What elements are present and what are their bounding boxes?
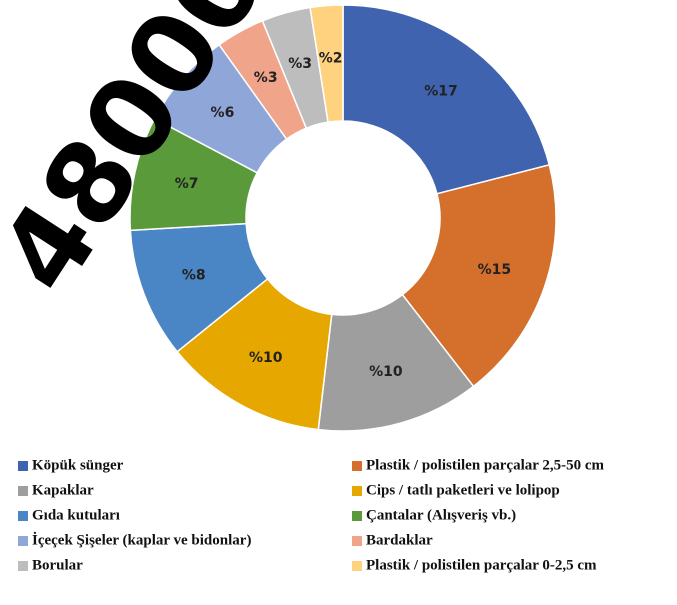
legend-label: Plastik / polistilen parçalar 0-2,5 cm [366, 557, 597, 573]
legend-label: Borular [32, 557, 83, 573]
legend-label: Köpük sünger [32, 457, 124, 473]
value-label: %10 [249, 350, 283, 366]
legend-swatch [18, 461, 28, 471]
value-label: %2 [319, 50, 343, 66]
legend-swatch [352, 461, 362, 471]
legend-label: Bardaklar [366, 532, 433, 548]
legend-label: Gıda kutuları [32, 507, 120, 523]
donut [129, 4, 557, 432]
legend-swatch [18, 536, 28, 546]
value-label: %6 [211, 105, 235, 121]
slice [401, 163, 557, 388]
legend-swatch [18, 486, 28, 496]
value-label: %7 [175, 176, 199, 192]
legend-swatch [352, 486, 362, 496]
slice [342, 4, 551, 195]
legend-swatch [18, 511, 28, 521]
legend-label: Plastik / polistilen parçalar 2,5-50 cm [366, 457, 605, 473]
value-label: %10 [369, 364, 403, 380]
legend-label: Cips / tatlı paketleri ve lolipop [366, 482, 560, 498]
legend-swatch [352, 511, 362, 521]
legend-swatch [352, 561, 362, 571]
value-label: %15 [478, 262, 512, 278]
slice [309, 4, 344, 124]
legend-label: İçeçek Şişeler (kaplar ve bidonlar) [32, 531, 251, 548]
value-label: %17 [424, 84, 458, 100]
legend-swatch [18, 561, 28, 571]
value-label: %3 [254, 70, 278, 86]
legend-swatch [352, 536, 362, 546]
value-label: %3 [288, 56, 312, 72]
value-label: %8 [182, 268, 206, 284]
legend-label: Kapaklar [32, 482, 94, 498]
legend-label: Çantalar (Alışveriş vb.) [366, 507, 516, 523]
